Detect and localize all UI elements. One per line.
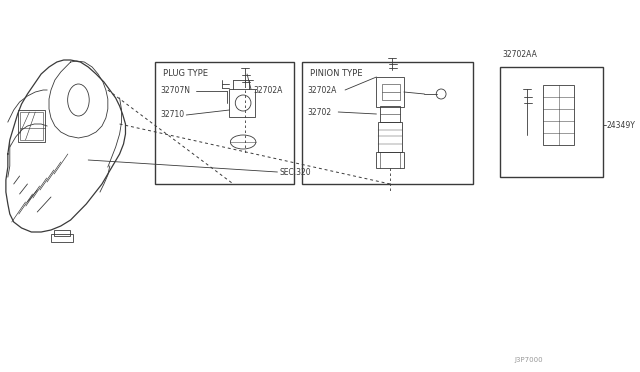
- Bar: [382, 84, 400, 100]
- Text: 32702: 32702: [308, 108, 332, 116]
- Text: 32710: 32710: [161, 109, 185, 119]
- Bar: [543, 85, 575, 145]
- Bar: [51, 234, 72, 242]
- Bar: [378, 122, 402, 152]
- Text: J3P7000: J3P7000: [515, 357, 543, 363]
- Bar: [229, 89, 255, 117]
- Text: 24349Y: 24349Y: [607, 121, 636, 129]
- Text: 32702AA: 32702AA: [502, 50, 537, 59]
- Bar: [380, 106, 400, 122]
- Bar: [54, 230, 70, 236]
- Bar: [155, 62, 294, 184]
- Text: 32702A: 32702A: [253, 86, 282, 94]
- Bar: [20, 112, 43, 140]
- Bar: [18, 110, 45, 142]
- Text: PINION TYPE: PINION TYPE: [310, 69, 362, 78]
- Text: PLUG TYPE: PLUG TYPE: [163, 69, 208, 78]
- Text: 32707N: 32707N: [161, 86, 191, 94]
- Text: SEC.320: SEC.320: [280, 167, 311, 176]
- Bar: [302, 62, 474, 184]
- Text: 32702A: 32702A: [308, 86, 337, 94]
- Bar: [376, 152, 404, 168]
- Bar: [376, 77, 404, 107]
- Bar: [500, 67, 603, 177]
